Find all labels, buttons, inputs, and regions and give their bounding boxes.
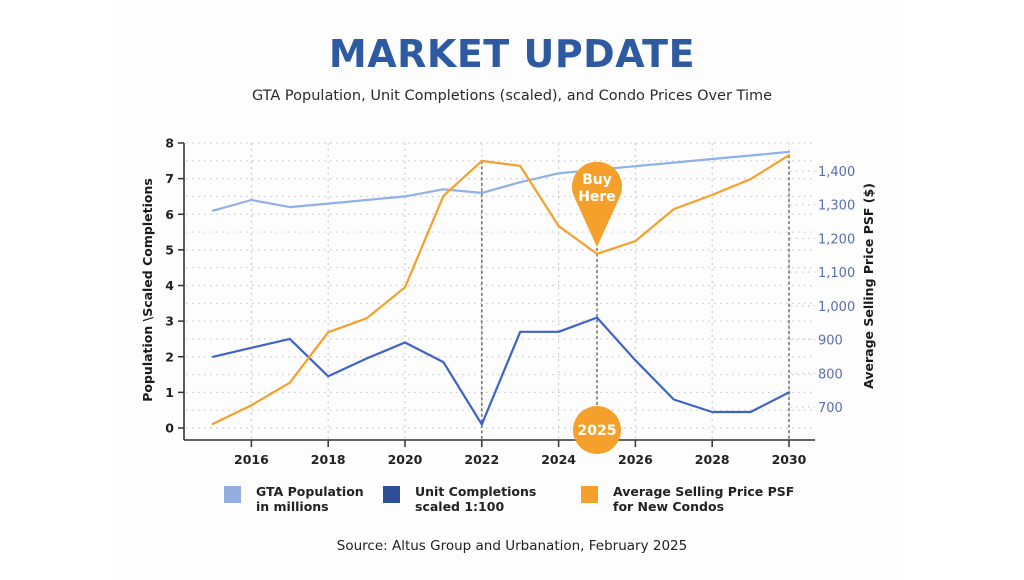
y-tick-label: 2 [165,349,174,364]
y-tick-label: 8 [165,136,174,151]
legend-label-price: Average Selling Price PSF for New Condos [613,484,795,514]
series-population-line [211,150,791,212]
x-tick-label: 2030 [772,452,807,467]
legend-item-price: Average Selling Price PSF for New Condos [581,484,794,524]
badge-label: 2025 [578,423,617,439]
y2-tick-label: 1,300 [818,199,855,214]
legend-item-population: GTA Population in millions [224,484,364,524]
y2-tick-label: 1,200 [818,232,855,247]
y-tick-label: 7 [165,171,174,186]
source-note: Source: Altus Group and Urbanation, Febr… [336,538,688,554]
pin-label-line: Here [578,189,616,205]
x-tick-label: 2018 [311,452,346,467]
chart-card [112,0,902,580]
x-tick-label: 2028 [695,452,730,467]
y2-tick-label: 1,100 [818,266,855,281]
y-tick-label: 0 [165,421,174,436]
legend-swatch-population [224,486,241,503]
legend-swatch-price [581,486,598,503]
pin-marker-icon [572,161,622,247]
chart-subtitle: GTA Population, Unit Completions (scaled… [251,88,773,104]
axes: 0 1 2 3 4 5 6 7 8 2016 2018 2020 2022 2024 2026 2028 203… [165,136,855,468]
y-tick-label: 1 [165,385,174,400]
y2-tick-label: 1,000 [818,300,855,315]
pin-label-line: Buy [582,172,612,188]
y-tick-label: 5 [165,242,174,257]
legend-item-completions: Unit Completions scaled 1:100 [383,484,536,524]
y2-axis-title: Average Selling Price PSF ($) [861,183,876,389]
series-price-line [211,154,791,425]
y-tick-label: 4 [165,278,174,293]
y2-tick-label: 900 [818,334,843,349]
y-axis-title: Population \Scaled Completions [140,178,155,402]
year-2025-badge: 2025 [573,406,621,454]
legend-swatch-completions [383,486,400,503]
x-tick-label: 2026 [618,452,653,467]
y-tick-label: 6 [165,207,174,222]
y2-tick-label: 1,400 [818,165,855,180]
y2-tick-label: 800 [818,367,843,382]
y2-tick-label: 700 [818,401,843,416]
y-tick-label: 3 [165,314,174,329]
badge-circle [573,406,621,454]
x-tick-label: 2020 [388,452,423,467]
x-tick-label: 2022 [464,452,499,467]
series-lines [211,150,791,426]
legend-label-completions: Unit Completions scaled 1:100 [415,484,537,514]
legend-label-population: GTA Population in millions [256,484,364,514]
chart-title: MARKET UPDATE [328,32,696,76]
x-tick-label: 2016 [234,452,269,467]
x-tick-label: 2024 [541,452,576,467]
